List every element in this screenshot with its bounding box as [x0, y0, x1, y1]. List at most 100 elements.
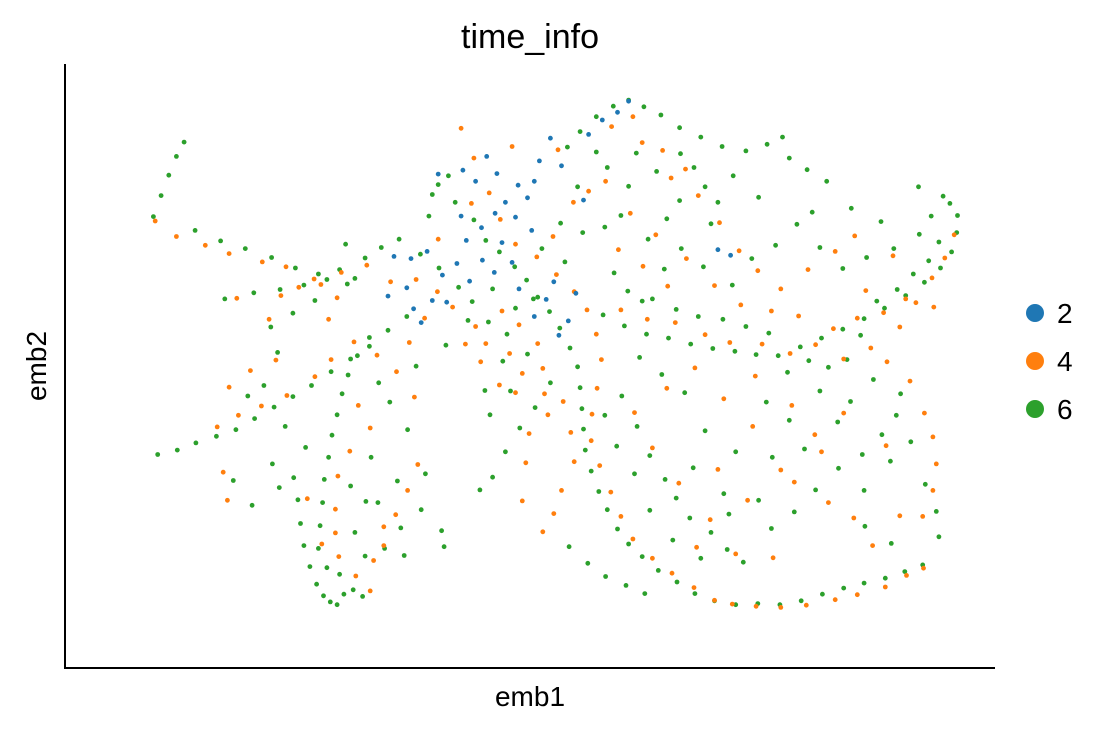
point-series-4 — [333, 506, 338, 512]
point-series-4 — [653, 232, 659, 238]
point-series-6 — [936, 239, 942, 245]
point-series-2 — [516, 286, 522, 292]
point-series-6 — [580, 230, 586, 236]
point-series-4 — [789, 403, 795, 408]
legend-label-2: 2 — [1057, 298, 1073, 329]
point-series-6 — [673, 495, 679, 501]
point-series-6 — [611, 270, 617, 276]
point-series-2 — [525, 195, 530, 201]
point-series-6 — [650, 296, 655, 302]
point-series-6 — [753, 352, 759, 357]
point-series-2 — [391, 254, 397, 259]
point-series-6 — [888, 541, 894, 546]
point-series-6 — [769, 454, 775, 460]
point-series-6 — [490, 474, 495, 480]
point-series-6 — [508, 388, 513, 394]
point-series-6 — [548, 380, 553, 386]
point-series-4 — [672, 320, 678, 325]
point-series-2 — [559, 163, 564, 169]
point-series-6 — [155, 452, 161, 457]
point-series-6 — [691, 165, 697, 170]
point-series-6 — [861, 580, 867, 586]
point-series-4 — [593, 331, 599, 337]
point-series-2 — [543, 297, 549, 302]
point-series-6 — [350, 587, 356, 593]
point-series-6 — [820, 591, 825, 597]
point-series-4 — [897, 513, 903, 519]
point-series-6 — [659, 372, 665, 377]
point-series-4 — [334, 295, 340, 301]
point-series-6 — [363, 499, 369, 504]
point-series-4 — [787, 351, 793, 356]
point-series-6 — [775, 353, 781, 359]
point-series-6 — [804, 167, 810, 173]
point-series-6 — [275, 350, 280, 355]
point-series-6 — [352, 530, 358, 535]
point-series-6 — [682, 390, 688, 396]
point-series-4 — [676, 480, 682, 486]
point-series-4 — [304, 496, 310, 502]
point-series-6 — [858, 332, 863, 338]
point-series-6 — [692, 591, 698, 596]
point-series-6 — [710, 346, 716, 351]
point-series-6 — [562, 259, 568, 265]
point-series-4 — [796, 313, 801, 319]
point-series-6 — [324, 565, 330, 571]
point-series-4 — [930, 434, 936, 440]
point-series-4 — [813, 342, 818, 348]
point-series-4 — [608, 489, 614, 495]
point-series-4 — [854, 592, 860, 598]
point-series-6 — [604, 165, 610, 170]
point-series-6 — [955, 213, 960, 218]
point-series-4 — [152, 218, 158, 224]
point-series-6 — [791, 509, 797, 515]
point-series-6 — [642, 591, 648, 596]
point-series-4 — [618, 514, 624, 519]
point-series-6 — [395, 478, 400, 484]
point-series-6 — [916, 184, 921, 190]
point-series-4 — [684, 256, 689, 261]
point-series-6 — [687, 515, 693, 521]
point-series-4 — [868, 345, 874, 351]
point-series-2 — [408, 256, 414, 261]
point-series-6 — [730, 173, 736, 179]
point-series-6 — [835, 419, 841, 425]
point-series-4 — [371, 558, 376, 563]
point-series-4 — [381, 524, 387, 530]
point-series-4 — [736, 248, 742, 254]
point-series-6 — [326, 454, 331, 460]
point-series-6 — [401, 553, 407, 558]
point-series-6 — [487, 412, 493, 418]
point-series-4 — [351, 339, 357, 345]
point-series-6 — [249, 502, 255, 508]
point-series-6 — [802, 446, 807, 452]
point-series-4 — [852, 233, 858, 239]
point-series-6 — [702, 428, 708, 434]
point-series-6 — [307, 564, 313, 569]
point-series-2 — [444, 299, 450, 305]
point-series-6 — [840, 266, 846, 271]
point-series-4 — [826, 500, 831, 505]
point-series-6 — [836, 465, 841, 471]
point-series-2 — [581, 197, 586, 203]
point-series-6 — [719, 144, 725, 149]
chart-title: time_info — [461, 18, 599, 56]
point-series-6 — [483, 238, 489, 243]
point-series-6 — [708, 530, 714, 535]
point-series-6 — [702, 184, 708, 190]
point-series-6 — [581, 426, 586, 432]
point-series-6 — [841, 585, 847, 591]
point-series-4 — [214, 424, 220, 430]
point-series-4 — [903, 296, 909, 302]
point-series-4 — [733, 551, 739, 557]
point-series-6 — [293, 265, 298, 271]
point-series-4 — [367, 425, 373, 431]
point-series-6 — [309, 383, 314, 388]
point-series-2 — [499, 240, 505, 246]
point-series-6 — [882, 305, 887, 311]
point-series-6 — [947, 201, 953, 206]
point-series-6 — [345, 372, 351, 378]
point-series-4 — [599, 357, 604, 362]
point-series-4 — [312, 374, 318, 380]
point-series-6 — [218, 238, 224, 244]
